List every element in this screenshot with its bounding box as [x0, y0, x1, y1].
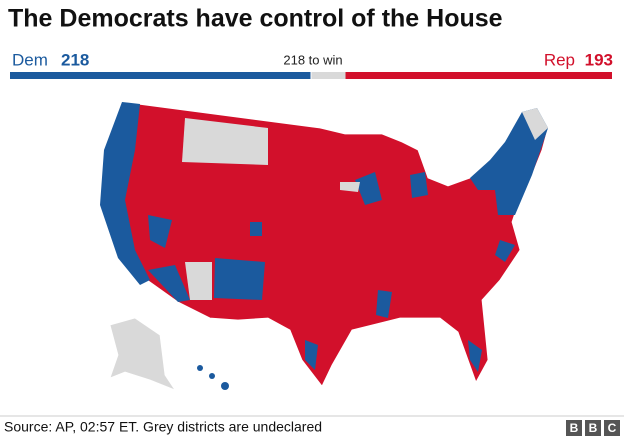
dem-nevada — [148, 215, 172, 248]
mainland — [99, 101, 549, 387]
logo-block — [604, 420, 620, 436]
hawaii — [197, 365, 203, 371]
source: Source: AP, 02:57 ET. Grey districts are… — [4, 419, 322, 435]
dem-label: Dem — [12, 50, 48, 69]
undeclared-maine — [522, 108, 548, 140]
hawaii — [221, 382, 229, 390]
logo-letter: B — [589, 421, 598, 435]
dem-florida — [468, 340, 482, 372]
dem-new-mexico — [214, 258, 265, 300]
dem-texas-south — [305, 340, 318, 370]
rep-bar — [345, 72, 612, 79]
rep-seats: 193 — [585, 50, 613, 69]
win-marker — [310, 70, 312, 81]
dem-louisiana — [376, 290, 392, 318]
logo-block — [585, 420, 601, 436]
title: The Democrats have control of the House — [8, 5, 503, 33]
dem-west-coast — [100, 102, 150, 285]
logo-letter: B — [570, 421, 579, 435]
win-label: 218 to win — [283, 52, 342, 67]
dem-seats: 218 — [61, 50, 89, 69]
alaska — [109, 317, 177, 391]
hawaii — [209, 373, 215, 379]
undeclared-montana — [182, 118, 268, 165]
logo-letter: C — [608, 421, 617, 435]
logo-block — [566, 420, 582, 436]
bbc-logo: B B C — [566, 420, 620, 436]
dem-minnesota — [355, 172, 382, 205]
undeclared-arizona — [185, 262, 212, 300]
seat-bar — [10, 70, 612, 81]
dem-bar — [10, 72, 311, 79]
dem-socal — [148, 265, 190, 302]
dem-northeast — [470, 108, 548, 215]
dem-denver — [250, 222, 262, 236]
us-map — [99, 101, 549, 391]
rep-label: Rep — [544, 50, 575, 69]
dem-michigan — [410, 172, 428, 198]
undeclared-iowa — [340, 182, 360, 192]
dem-virginia — [495, 240, 515, 262]
